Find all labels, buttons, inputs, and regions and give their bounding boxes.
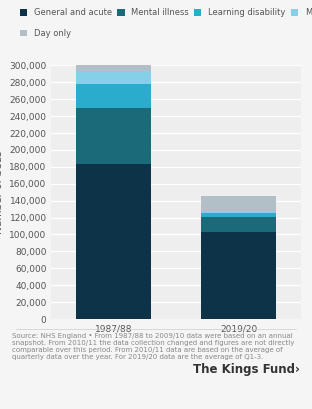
Legend: Day only: Day only <box>20 29 71 38</box>
Text: Source: NHS England • From 1987/88 to 2009/10 data were based on an annual
snaps: Source: NHS England • From 1987/88 to 20… <box>12 333 295 360</box>
Bar <box>201 196 276 211</box>
Y-axis label: Number of beds: Number of beds <box>0 151 4 234</box>
Bar <box>76 164 151 319</box>
Bar <box>76 65 151 70</box>
Bar <box>76 108 151 164</box>
Bar <box>201 232 276 319</box>
Bar <box>201 217 276 232</box>
Bar <box>76 84 151 108</box>
Bar <box>201 211 276 213</box>
Bar <box>201 213 276 217</box>
Text: The Kings Fund›: The Kings Fund› <box>193 363 300 376</box>
Bar <box>76 70 151 84</box>
Legend: General and acute, Mental illness, Learning disability, Maternity: General and acute, Mental illness, Learn… <box>20 8 312 17</box>
